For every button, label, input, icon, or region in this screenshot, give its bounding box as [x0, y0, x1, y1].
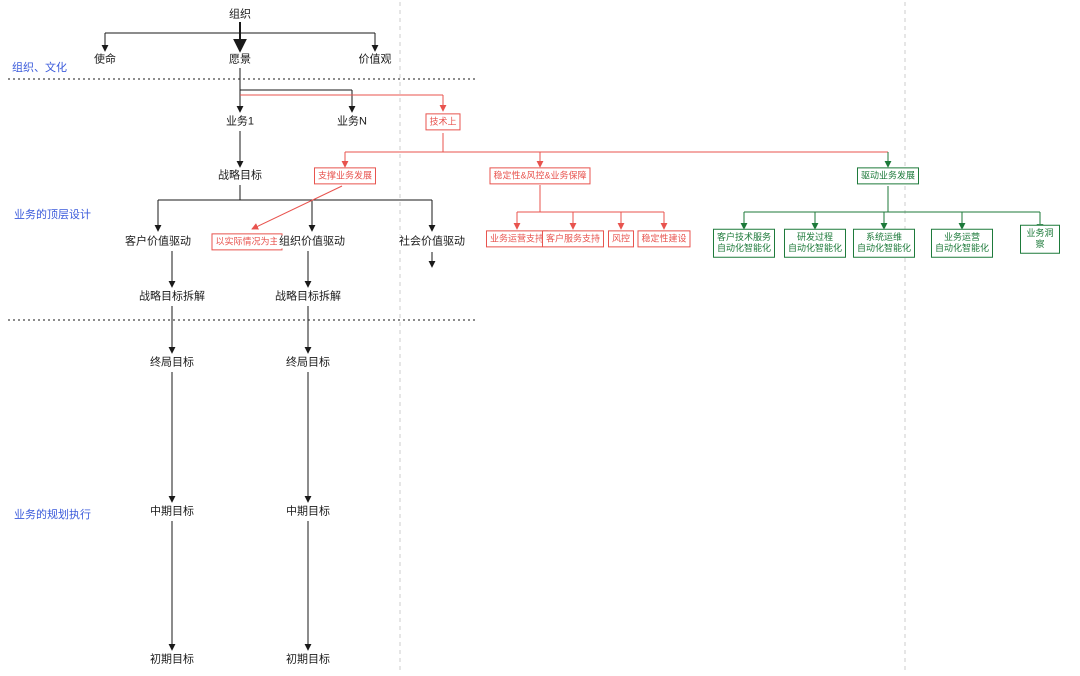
node-org-value-driven: 组织价值驱动: [277, 235, 347, 249]
guide-lines: [399, 2, 906, 674]
node-dev-process: 研发过程 自动化智能化: [783, 228, 847, 258]
node-mid-term-goal-2: 中期目标: [284, 505, 332, 519]
node-mission: 使命: [92, 53, 118, 67]
node-customer-service-support: 客户服务支持: [541, 230, 605, 248]
node-strategy-decompose-2: 战略目标拆解: [273, 290, 343, 304]
node-risk-control: 风控: [607, 230, 635, 248]
node-organization: 组织: [227, 8, 253, 22]
node-drive-biz-dev: 驱动业务发展: [856, 167, 920, 185]
node-business-1: 业务1: [223, 115, 257, 129]
section-plan-execute: 业务的规划执行: [14, 509, 91, 521]
node-initial-goal-1: 初期目标: [148, 653, 196, 667]
connectors-black: [101, 22, 436, 651]
node-endgame-goal-1: 终局目标: [148, 356, 196, 370]
node-support-biz-dev: 支撑业务发展: [313, 167, 377, 185]
node-social-value-driven: 社会价值驱动: [397, 235, 467, 249]
node-biz-operation: 业务运营 自动化智能化: [930, 228, 994, 258]
node-biz-operation-support: 业务运营支持: [485, 230, 549, 248]
node-business-n: 业务N: [335, 115, 369, 129]
node-customer-value-driven: 客户价值驱动: [123, 235, 193, 249]
node-stability-construction: 稳定性建设: [637, 230, 691, 248]
node-stability-risk-guarantee: 稳定性&风控&业务保障: [489, 167, 591, 185]
node-mid-term-goal-1: 中期目标: [148, 505, 196, 519]
node-vision: 愿景: [227, 53, 253, 67]
node-initial-goal-2: 初期目标: [284, 653, 332, 667]
connectors-green: [740, 152, 1044, 231]
section-top-design: 业务的顶层设计: [14, 209, 91, 221]
node-customer-tech-service: 客户技术服务 自动化智能化: [712, 228, 776, 258]
node-tech-side: 技术上: [425, 113, 461, 131]
node-system-ops: 系统运维 自动化智能化: [852, 228, 916, 258]
node-strategy-decompose-1: 战略目标拆解: [137, 290, 207, 304]
node-strategic-goal: 战略目标: [216, 169, 264, 183]
node-biz-insight: 业务洞察: [1020, 224, 1060, 254]
node-values: 价值观: [356, 53, 394, 67]
node-actual-situation: 以实际情况为主: [211, 233, 283, 251]
section-org-culture: 组织、文化: [12, 62, 67, 74]
node-endgame-goal-2: 终局目标: [284, 356, 332, 370]
